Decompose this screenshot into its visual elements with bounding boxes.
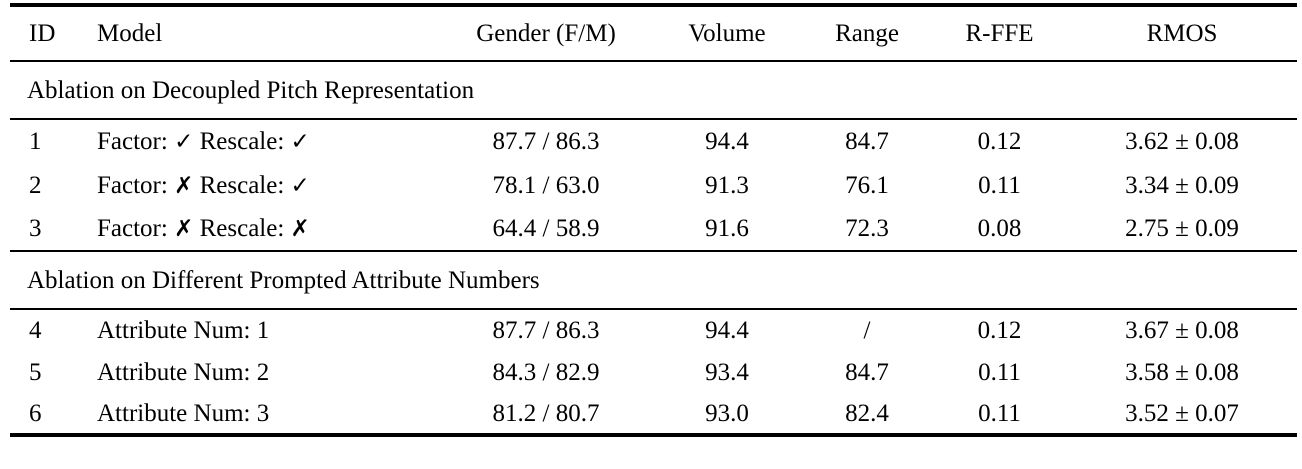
cell-model: Factor: ✗ Rescale: ✓ <box>80 163 440 207</box>
section-2-rows: 4 Attribute Num: 1 87.7 / 86.3 94.4 / 0.… <box>10 309 1297 435</box>
section-1: Ablation on Decoupled Pitch Representati… <box>10 61 1297 120</box>
section-title-row: Ablation on Different Prompted Attribute… <box>10 251 1297 310</box>
cell-id: 3 <box>10 207 80 252</box>
cell-model: Attribute Num: 2 <box>80 351 440 393</box>
results-table: ID Model Gender (F/M) Volume Range R-FFE… <box>10 3 1297 437</box>
cell-volume: 91.3 <box>705 171 749 199</box>
cell-rffe: 0.12 <box>977 317 1022 344</box>
header-row: ID Model Gender (F/M) Volume Range R-FFE… <box>10 5 1297 62</box>
table-header: ID Model Gender (F/M) Volume Range R-FFE… <box>10 5 1297 62</box>
cell-range: 84.7 <box>845 358 889 386</box>
cell-model: Factor: ✓ Rescale: ✓ <box>80 119 440 163</box>
cell-rmos: 3.58 ± 0.08 <box>1125 358 1239 386</box>
column-header-gender: Gender (F/M) <box>440 5 652 62</box>
attribute-num-label: Attribute Num: 1 <box>97 317 270 344</box>
table-row: 4 Attribute Num: 1 87.7 / 86.3 94.4 / 0.… <box>10 309 1297 351</box>
cross-icon: ✗ <box>174 216 194 242</box>
section-title: Ablation on Decoupled Pitch Representati… <box>10 61 1297 120</box>
column-header-rmos: RMOS <box>1067 5 1297 62</box>
column-header-volume: Volume <box>652 5 802 62</box>
cell-gender: 78.1 / 63.0 <box>492 171 600 199</box>
cell-gender: 87.7 / 86.3 <box>492 128 600 155</box>
cross-icon: ✗ <box>174 172 194 199</box>
cell-id: 5 <box>29 358 42 386</box>
rescale-label: Rescale: <box>199 215 285 242</box>
cell-model: Attribute Num: 3 <box>80 393 440 435</box>
cell-rmos: 3.62 ± 0.08 <box>1125 128 1239 155</box>
cell-id: 6 <box>29 399 42 427</box>
cell-model: Attribute Num: 1 <box>80 309 440 351</box>
cell-id: 1 <box>29 128 42 155</box>
cross-icon: ✗ <box>290 216 310 242</box>
table-row: 5 Attribute Num: 2 84.3 / 82.9 93.4 84.7… <box>10 351 1297 393</box>
attribute-num-label: Attribute Num: 2 <box>97 358 270 386</box>
cell-rffe: 0.11 <box>978 399 1021 427</box>
cell-volume: 91.6 <box>652 207 802 252</box>
cell-range: 72.3 <box>802 207 932 252</box>
check-icon: ✓ <box>174 129 194 155</box>
cell-rmos: 3.52 ± 0.07 <box>1125 399 1239 427</box>
cell-gender: 87.7 / 86.3 <box>492 317 600 344</box>
column-header-rffe: R-FFE <box>932 5 1067 62</box>
rescale-label: Rescale: <box>199 128 285 155</box>
cell-volume: 93.0 <box>705 399 749 427</box>
cell-volume: 94.4 <box>705 317 749 344</box>
cell-range: 82.4 <box>845 399 889 427</box>
column-header-id: ID <box>10 5 80 62</box>
section-title-row: Ablation on Decoupled Pitch Representati… <box>10 61 1297 120</box>
cell-rffe: 0.11 <box>978 358 1021 386</box>
cell-gender: 84.3 / 82.9 <box>492 358 600 386</box>
cell-id: 2 <box>29 171 42 199</box>
cell-range: / <box>863 317 871 344</box>
cell-rffe: 0.11 <box>978 171 1021 199</box>
table-row: 2 Factor: ✗ Rescale: ✓ 78.1 / 63.0 91.3 … <box>10 163 1297 207</box>
attribute-num-label: Attribute Num: 3 <box>97 399 270 427</box>
section-1-rows: 1 Factor: ✓ Rescale: ✓ 87.7 / 86.3 94.4 … <box>10 119 1297 252</box>
cell-range: 76.1 <box>845 171 889 199</box>
cell-rffe: 0.08 <box>932 207 1067 252</box>
cell-volume: 93.4 <box>705 358 749 386</box>
cell-rmos: 3.34 ± 0.09 <box>1125 171 1239 199</box>
factor-label: Factor: <box>97 128 168 155</box>
cell-gender: 64.4 / 58.9 <box>440 207 652 252</box>
check-icon: ✓ <box>290 129 310 155</box>
section-title: Ablation on Different Prompted Attribute… <box>10 251 1297 310</box>
rescale-label: Rescale: <box>199 171 285 199</box>
table-row: 6 Attribute Num: 3 81.2 / 80.7 93.0 82.4… <box>10 393 1297 435</box>
cell-model: Factor: ✗ Rescale: ✗ <box>80 207 440 252</box>
column-header-range: Range <box>802 5 932 62</box>
section-2: Ablation on Different Prompted Attribute… <box>10 251 1297 310</box>
factor-label: Factor: <box>97 171 168 199</box>
factor-label: Factor: <box>97 215 168 242</box>
table-row: 1 Factor: ✓ Rescale: ✓ 87.7 / 86.3 94.4 … <box>10 119 1297 163</box>
cell-range: 84.7 <box>845 128 889 155</box>
cell-id: 4 <box>29 317 42 344</box>
cell-gender: 81.2 / 80.7 <box>492 399 600 427</box>
cell-rmos: 3.67 ± 0.08 <box>1125 317 1239 344</box>
cell-volume: 94.4 <box>705 128 749 155</box>
cell-rffe: 0.12 <box>977 128 1022 155</box>
cell-rmos: 2.75 ± 0.09 <box>1067 207 1297 252</box>
column-header-model: Model <box>80 5 440 62</box>
check-icon: ✓ <box>290 172 310 199</box>
table-row: 3 Factor: ✗ Rescale: ✗ 64.4 / 58.9 91.6 … <box>10 207 1297 252</box>
